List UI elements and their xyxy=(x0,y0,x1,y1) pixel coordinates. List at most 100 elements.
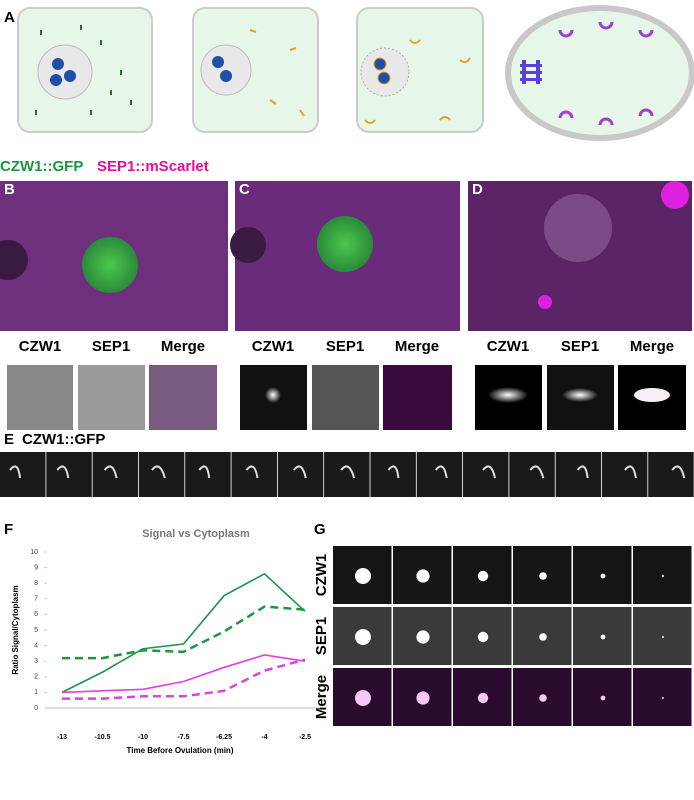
frame xyxy=(633,607,692,665)
signal xyxy=(416,630,430,644)
inset-image xyxy=(7,365,686,430)
y-tick-label: 0 xyxy=(34,705,38,712)
signal xyxy=(539,694,547,702)
frame xyxy=(648,452,694,497)
y-tick-label: 10 xyxy=(30,549,38,556)
channel-label: CZW1 xyxy=(252,338,295,355)
channel-label: SEP1 xyxy=(92,338,130,355)
signal xyxy=(600,573,606,579)
panel-title: CZW1::GFP xyxy=(22,431,105,448)
y-tick-label: 2 xyxy=(34,674,38,681)
y-tick-label: 4 xyxy=(34,642,38,649)
frame xyxy=(555,452,602,497)
panel-label: G xyxy=(314,521,326,538)
signal xyxy=(416,691,430,705)
time-lapse-grid xyxy=(333,546,692,726)
time-lapse-strip xyxy=(0,452,694,497)
channel-label: SEP1 xyxy=(561,338,599,355)
filament xyxy=(576,465,589,479)
signal xyxy=(539,633,547,641)
panel-label: B xyxy=(4,181,15,198)
frame xyxy=(370,452,416,497)
signal xyxy=(662,636,664,638)
frame xyxy=(633,668,692,726)
frame xyxy=(0,452,46,497)
panel-label: A xyxy=(4,9,15,26)
row-label: SEP1 xyxy=(313,617,330,655)
filament xyxy=(56,465,70,479)
series-line xyxy=(62,605,306,660)
schematic xyxy=(17,5,694,141)
row-label: CZW1 xyxy=(313,554,330,597)
frame xyxy=(277,452,324,497)
signal xyxy=(539,572,547,580)
row-label: Merge xyxy=(313,675,330,719)
x-tick-label: -10.5 xyxy=(95,734,111,741)
channel-label: Merge xyxy=(161,338,205,355)
filament xyxy=(387,465,400,479)
signal xyxy=(662,697,664,699)
filament xyxy=(529,465,545,479)
channel-label: CZW1 xyxy=(19,338,62,355)
series-line xyxy=(61,654,306,694)
x-tick-label: -2.5 xyxy=(299,734,311,741)
micrograph xyxy=(0,181,692,331)
filament xyxy=(151,465,166,479)
filament xyxy=(482,465,496,479)
signal xyxy=(600,634,606,640)
frame xyxy=(46,452,92,497)
signal xyxy=(662,575,664,577)
filament xyxy=(9,465,21,479)
y-tick-label: 3 xyxy=(34,658,38,665)
filament xyxy=(103,465,118,479)
frame xyxy=(509,452,555,497)
frame xyxy=(601,452,648,497)
chart-title: Signal vs Cytoplasm xyxy=(142,528,250,540)
frame xyxy=(231,452,277,497)
signal xyxy=(416,569,430,583)
signal xyxy=(600,695,606,701)
filament xyxy=(340,465,356,479)
stain-label: CZW1::GFP xyxy=(0,158,83,175)
frame xyxy=(633,546,692,604)
frame xyxy=(138,452,185,497)
filament xyxy=(198,465,211,479)
x-tick-label: -13 xyxy=(57,734,67,741)
signal xyxy=(477,570,489,582)
channel-label: CZW1 xyxy=(487,338,530,355)
signal xyxy=(477,692,489,704)
frame xyxy=(416,452,463,497)
y-tick-label: 8 xyxy=(34,580,38,587)
panel-label: C xyxy=(239,181,250,198)
y-tick-label: 9 xyxy=(34,564,38,571)
stain-label: SEP1::mScarlet xyxy=(97,158,209,175)
frame xyxy=(324,452,370,497)
frame xyxy=(463,452,509,497)
x-tick-label: -4 xyxy=(261,734,267,741)
filament xyxy=(245,465,259,479)
channel-label: Merge xyxy=(630,338,674,355)
channel-label: SEP1 xyxy=(326,338,364,355)
signal xyxy=(355,568,371,584)
y-tick-label: 6 xyxy=(34,611,38,618)
panel-label: D xyxy=(472,181,483,198)
signal xyxy=(477,631,489,643)
filament xyxy=(624,465,637,479)
x-tick-label: -7.5 xyxy=(177,734,189,741)
y-tick-label: 7 xyxy=(34,596,38,603)
x-tick-label: -6.25 xyxy=(216,734,232,741)
signal xyxy=(355,690,371,706)
filament xyxy=(671,465,686,479)
channel-label: Merge xyxy=(395,338,439,355)
filament xyxy=(293,465,307,479)
x-tick-label: -10 xyxy=(138,734,148,741)
y-axis-label: Ratio Signal/Cytoplasm xyxy=(11,585,20,674)
y-tick-label: 1 xyxy=(34,689,38,696)
y-tick-label: 5 xyxy=(34,627,38,634)
filament xyxy=(434,465,448,479)
x-axis-label: Time Before Ovulation (min) xyxy=(127,746,234,755)
panel-label: F xyxy=(4,521,13,538)
panel-label: E xyxy=(4,431,14,448)
series-line xyxy=(62,658,306,700)
